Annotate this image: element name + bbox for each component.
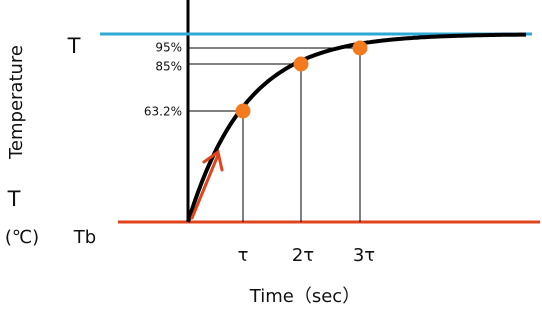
slope-arrow xyxy=(190,149,224,220)
time-label: τ xyxy=(238,245,249,266)
x-axis-title: Time（sec） xyxy=(249,286,360,307)
guides xyxy=(188,47,361,222)
level-label: 63.2% xyxy=(144,105,182,119)
bottom-symbol: T xyxy=(7,187,21,211)
level-label: 95% xyxy=(155,41,182,55)
y-axis-title: Temperature xyxy=(6,45,27,160)
unit-label: (℃) xyxy=(5,227,39,248)
arrow-shaft xyxy=(190,153,220,220)
point xyxy=(293,56,309,72)
point xyxy=(235,103,251,119)
time-label: 2τ xyxy=(292,245,314,266)
time-label: 3τ xyxy=(353,245,375,266)
base-level-label: Tb xyxy=(73,227,96,248)
level-label: 85% xyxy=(155,60,182,74)
arrow-head xyxy=(202,149,224,172)
response-curve xyxy=(186,32,526,223)
point xyxy=(352,40,368,56)
top-level-label: T xyxy=(67,34,81,58)
